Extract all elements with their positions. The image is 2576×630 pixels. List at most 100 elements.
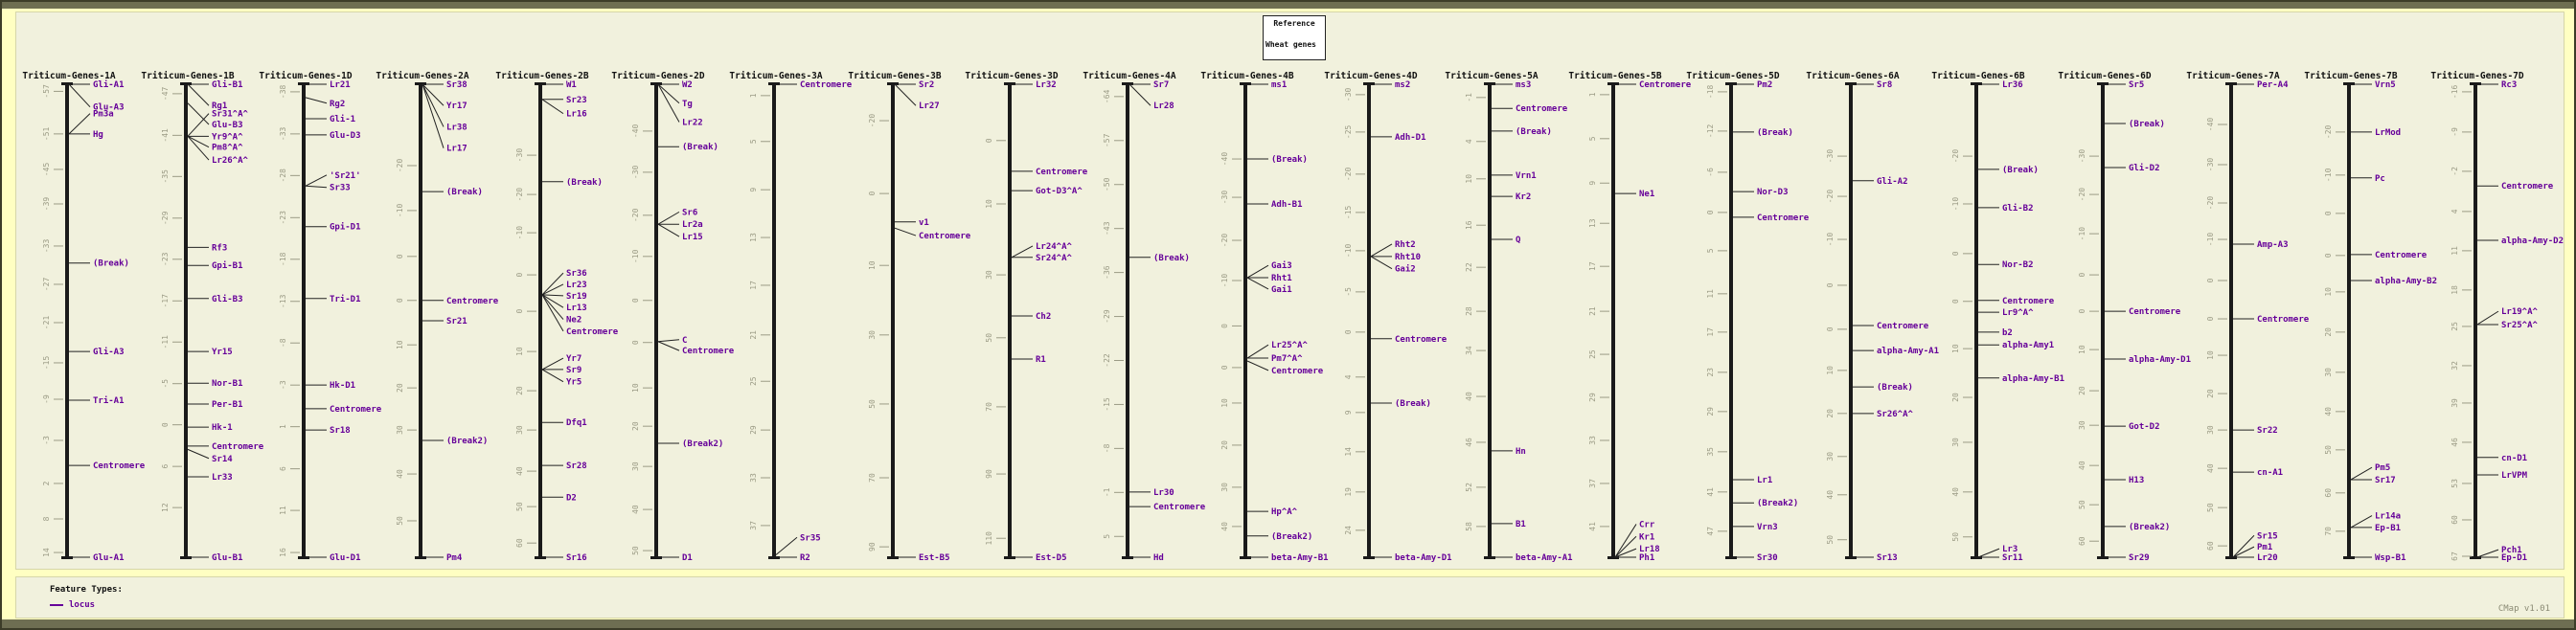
locus-label[interactable]: Dfq1	[566, 418, 587, 428]
locus-label[interactable]: alpha-Amy-B2	[2375, 277, 2437, 286]
locus-label[interactable]: Centromere	[330, 405, 382, 415]
locus-label[interactable]: Lr27	[919, 101, 940, 111]
locus-label[interactable]: Crr	[1639, 520, 1655, 529]
chromosome-bar[interactable]	[302, 84, 306, 557]
locus-label[interactable]: Lr30	[1153, 488, 1174, 498]
map-title[interactable]: Triticum-Genes-3A	[729, 71, 823, 81]
locus-label[interactable]: alpha-Amy1	[2002, 341, 2054, 350]
map-title[interactable]: Triticum-Genes-1A	[22, 71, 116, 81]
locus-label[interactable]: Centromere	[1877, 322, 1929, 331]
locus-label[interactable]: LrVPM	[2501, 471, 2528, 481]
locus-label[interactable]: Gli-B3	[212, 294, 243, 304]
locus-label[interactable]: Glu-B1	[212, 553, 243, 563]
locus-label[interactable]: Rht10	[1395, 253, 1421, 262]
locus-label[interactable]: Centromere	[1395, 335, 1448, 345]
locus-label[interactable]: v1	[919, 218, 929, 228]
locus-label[interactable]: (Break)	[566, 178, 603, 188]
locus-label[interactable]: Pm5	[2375, 463, 2390, 473]
locus-label[interactable]: Wsp-B1	[2375, 553, 2406, 563]
locus-label[interactable]: Vrn1	[1516, 171, 1537, 181]
locus-label[interactable]: Centromere	[566, 327, 619, 337]
locus-label[interactable]: Sr33	[330, 184, 351, 193]
locus-label[interactable]: Ep-D1	[2501, 553, 2527, 563]
locus-label[interactable]: Centromere	[1153, 503, 1206, 512]
locus-label[interactable]: Glu-D1	[330, 553, 361, 563]
map-title[interactable]: Triticum-Genes-2D	[611, 71, 705, 81]
locus-label[interactable]: Gli-B2	[2002, 203, 2034, 214]
locus-label[interactable]: Per-B1	[212, 400, 243, 410]
locus-label[interactable]: Gli-B1	[212, 79, 243, 90]
locus-label[interactable]: Lr28	[1153, 101, 1174, 111]
locus-label[interactable]: Lr2a	[682, 220, 703, 230]
locus-label[interactable]: Centromere	[919, 232, 971, 241]
chromosome-bar[interactable]	[1611, 84, 1615, 557]
locus-label[interactable]: Centromere	[446, 297, 499, 306]
locus-label[interactable]: Glu-D3	[330, 131, 361, 141]
locus-label[interactable]: H13	[2129, 476, 2144, 485]
locus-label[interactable]: Sr28	[566, 461, 587, 471]
locus-label[interactable]: Gai3	[1271, 260, 1292, 271]
locus-label[interactable]: Centromere	[2129, 307, 2181, 317]
locus-label[interactable]: (Break)	[1395, 399, 1431, 409]
locus-label[interactable]: Pm4	[446, 553, 463, 563]
locus-label[interactable]: cn-D1	[2501, 454, 2527, 463]
locus-label[interactable]: Centromere	[2501, 182, 2554, 191]
locus-label[interactable]: D2	[566, 493, 577, 503]
locus-label[interactable]: Rht1	[1271, 274, 1292, 283]
locus-label[interactable]: Sr22	[2257, 426, 2278, 436]
locus-label[interactable]: Glu-A1	[93, 553, 125, 563]
locus-label[interactable]: D1	[682, 553, 693, 563]
locus-label[interactable]: Hn	[1516, 447, 1526, 457]
locus-label[interactable]: Nor-B1	[212, 379, 243, 389]
map-title[interactable]: Triticum-Genes-1B	[141, 71, 235, 81]
locus-label[interactable]: Gli-A2	[1877, 176, 1908, 187]
locus-label[interactable]: Adh-B1	[1271, 200, 1303, 210]
locus-label[interactable]: Vrn5	[2375, 80, 2396, 90]
locus-label[interactable]: Centromere	[212, 442, 264, 452]
locus-label[interactable]: (Break)	[2002, 166, 2039, 175]
legend-item-locus[interactable]: locus	[50, 600, 95, 610]
chromosome-bar[interactable]	[1974, 84, 1978, 557]
map-title[interactable]: Triticum-Genes-3D	[965, 71, 1059, 81]
chromosome-bar[interactable]	[891, 84, 895, 557]
locus-label[interactable]: Hp^A^	[1271, 507, 1298, 517]
locus-label[interactable]: W1	[566, 80, 577, 90]
locus-label[interactable]: Lr1	[1757, 476, 1772, 485]
locus-label[interactable]: Sr24^A^	[1036, 254, 1073, 263]
locus-label[interactable]: Pm7^A^	[1271, 354, 1303, 364]
locus-label[interactable]: (Break)	[1516, 127, 1552, 137]
locus-label[interactable]: Lr18	[1639, 545, 1660, 554]
locus-label[interactable]: Sr38	[446, 80, 467, 90]
locus-label[interactable]: Nor-D3	[1757, 188, 1789, 197]
chromosome-bar[interactable]	[1849, 84, 1853, 557]
locus-label[interactable]: Lr14a	[2375, 512, 2401, 522]
locus-label[interactable]: Ep-B1	[2375, 524, 2401, 533]
locus-label[interactable]: Got-D3^A^	[1036, 187, 1083, 196]
locus-label[interactable]: Sr14	[212, 455, 233, 464]
locus-label[interactable]: Glu-A3	[93, 103, 125, 113]
locus-label[interactable]: Lr38	[446, 123, 467, 132]
chromosome-bar[interactable]	[538, 84, 542, 557]
locus-label[interactable]: (Break)	[1271, 155, 1308, 165]
locus-label[interactable]: Gli-1	[330, 114, 355, 124]
locus-label[interactable]: Sr25^A^	[2501, 321, 2539, 330]
locus-label[interactable]: (Break2)	[1757, 499, 1798, 508]
map-title[interactable]: Triticum-Genes-5D	[1686, 71, 1780, 81]
locus-label[interactable]: Ne1	[1639, 190, 1654, 199]
locus-label[interactable]: Lr33	[212, 473, 233, 483]
locus-label[interactable]: Rg2	[330, 100, 345, 109]
chromosome-bar[interactable]	[1367, 84, 1371, 557]
locus-label[interactable]: Rc3	[2501, 80, 2517, 90]
locus-label[interactable]: Hd	[1153, 553, 1164, 563]
locus-label[interactable]: Pch1	[2501, 546, 2522, 555]
map-title[interactable]: Triticum-Genes-7A	[2186, 71, 2280, 81]
locus-label[interactable]: Sr17	[2375, 476, 2396, 485]
locus-label[interactable]: 'Sr21'	[330, 171, 361, 181]
locus-label[interactable]: Hg	[93, 130, 103, 140]
locus-label[interactable]: Pm1	[2257, 543, 2272, 552]
locus-label[interactable]: Lr23	[566, 281, 587, 290]
locus-label[interactable]: Per-A4	[2257, 80, 2289, 90]
locus-label[interactable]: Rht2	[1395, 240, 1416, 250]
locus-label[interactable]: Lr13	[566, 304, 587, 313]
locus-label[interactable]: Yr5	[566, 378, 581, 388]
